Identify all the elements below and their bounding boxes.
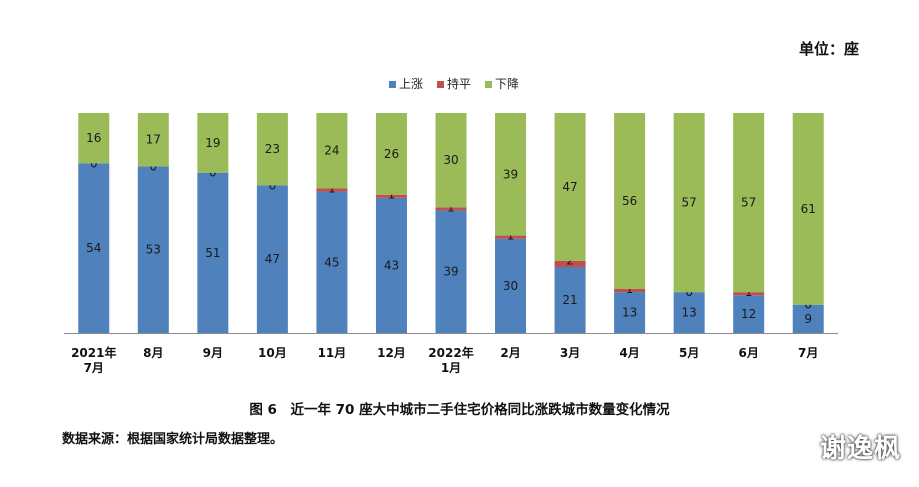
- bar-down-8: [554, 113, 586, 261]
- data-label-down-7: 39: [503, 167, 518, 181]
- bar-up-10: [673, 292, 705, 333]
- bar-down-10: [673, 113, 705, 293]
- x-tick-label-0-1: 7月: [84, 361, 104, 375]
- bar-down-11: [733, 113, 765, 293]
- legend-swatch-flat: [437, 81, 444, 88]
- data-source-note: 数据来源：根据国家统计局数据整理。: [62, 432, 284, 447]
- legend-label-down: 下降: [495, 77, 519, 91]
- bar-down-7: [495, 113, 527, 236]
- bar-up-9: [614, 292, 646, 333]
- bar-up-11: [733, 295, 765, 333]
- data-label-up-4: 45: [324, 255, 339, 269]
- x-tick-label-6-1: 1月: [441, 361, 461, 375]
- bar-down-5: [375, 113, 407, 195]
- bar-down-3: [256, 113, 288, 186]
- data-label-down-6: 30: [443, 153, 458, 167]
- legend-swatch-up: [389, 81, 396, 88]
- x-tick-label-9-0: 4月: [619, 346, 639, 360]
- data-label-down-3: 23: [265, 142, 280, 156]
- bar-down-12: [792, 113, 824, 305]
- bar-up-8: [554, 267, 586, 333]
- bar-up-7: [495, 238, 527, 333]
- data-label-down-11: 57: [741, 196, 756, 210]
- data-label-up-11: 12: [741, 307, 756, 321]
- bar-down-9: [614, 113, 646, 289]
- data-label-flat-6: 1: [447, 200, 455, 214]
- data-label-down-2: 19: [205, 136, 220, 150]
- data-label-flat-0: 0: [90, 156, 98, 170]
- bar-down-1: [137, 113, 169, 167]
- bar-flat-11: [733, 292, 765, 296]
- bar-flat-8: [554, 260, 586, 267]
- data-label-up-8: 21: [562, 293, 577, 307]
- data-label-up-6: 39: [443, 265, 458, 279]
- bar-down-0: [78, 113, 110, 164]
- data-label-up-9: 13: [622, 306, 637, 320]
- x-tick-label-2-0: 9月: [203, 346, 223, 360]
- x-tick-label-6-0: 2022年: [428, 345, 473, 360]
- x-tick-label-12-0: 7月: [798, 346, 818, 360]
- bar-up-6: [435, 210, 467, 333]
- data-label-down-12: 61: [801, 202, 816, 216]
- bar-down-2: [197, 113, 229, 173]
- bar-up-12: [792, 304, 824, 333]
- bar-up-5: [375, 197, 407, 333]
- bar-flat-6: [435, 207, 467, 211]
- data-label-down-0: 16: [86, 131, 101, 145]
- x-tick-label-11-0: 6月: [739, 346, 759, 360]
- x-tick-label-4-0: 11月: [318, 346, 347, 360]
- data-label-flat-3: 0: [269, 178, 277, 192]
- data-label-down-5: 26: [384, 147, 399, 161]
- x-tick-label-10-0: 5月: [679, 346, 699, 360]
- data-label-up-3: 47: [265, 252, 280, 266]
- bar-up-3: [256, 185, 288, 333]
- data-label-up-5: 43: [384, 258, 399, 272]
- x-tick-label-1-0: 8月: [143, 346, 163, 360]
- watermark-text: 谢逸枫: [819, 434, 901, 464]
- x-tick-label-3-0: 10月: [258, 346, 287, 360]
- bar-flat-4: [316, 188, 348, 192]
- data-label-up-2: 51: [205, 246, 220, 260]
- legend-label-flat: 持平: [447, 76, 471, 91]
- bar-up-1: [137, 166, 169, 333]
- figure-caption: 图 6 近一年 70 座大中城市二手住宅价格同比涨跌城市数量变化情况: [249, 402, 670, 418]
- bar-flat-5: [375, 194, 407, 198]
- bar-down-6: [435, 113, 467, 208]
- data-label-up-1: 53: [146, 243, 161, 257]
- bar-flat-9: [614, 289, 646, 293]
- bar-up-4: [316, 191, 348, 333]
- x-tick-label-8-0: 3月: [560, 346, 580, 360]
- data-label-down-8: 47: [562, 180, 577, 194]
- data-label-down-1: 17: [146, 133, 161, 147]
- bar-up-0: [78, 163, 110, 333]
- x-tick-label-0-0: 2021年: [71, 345, 116, 360]
- data-label-down-9: 56: [622, 194, 637, 208]
- x-tick-label-7-0: 2月: [500, 346, 520, 360]
- data-label-down-10: 57: [682, 196, 697, 210]
- data-label-up-10: 13: [682, 306, 697, 320]
- legend-swatch-down: [485, 81, 492, 88]
- legend-label-up: 上涨: [399, 76, 423, 91]
- bar-up-2: [197, 172, 229, 333]
- unit-label: 单位：座: [798, 40, 859, 58]
- x-tick-label-5-0: 12月: [377, 346, 406, 360]
- data-label-down-4: 24: [324, 144, 339, 158]
- data-label-up-7: 30: [503, 279, 518, 293]
- bar-down-4: [316, 113, 348, 189]
- bar-flat-7: [495, 235, 527, 239]
- data-label-up-0: 54: [86, 241, 101, 255]
- data-label-up-12: 9: [804, 312, 812, 326]
